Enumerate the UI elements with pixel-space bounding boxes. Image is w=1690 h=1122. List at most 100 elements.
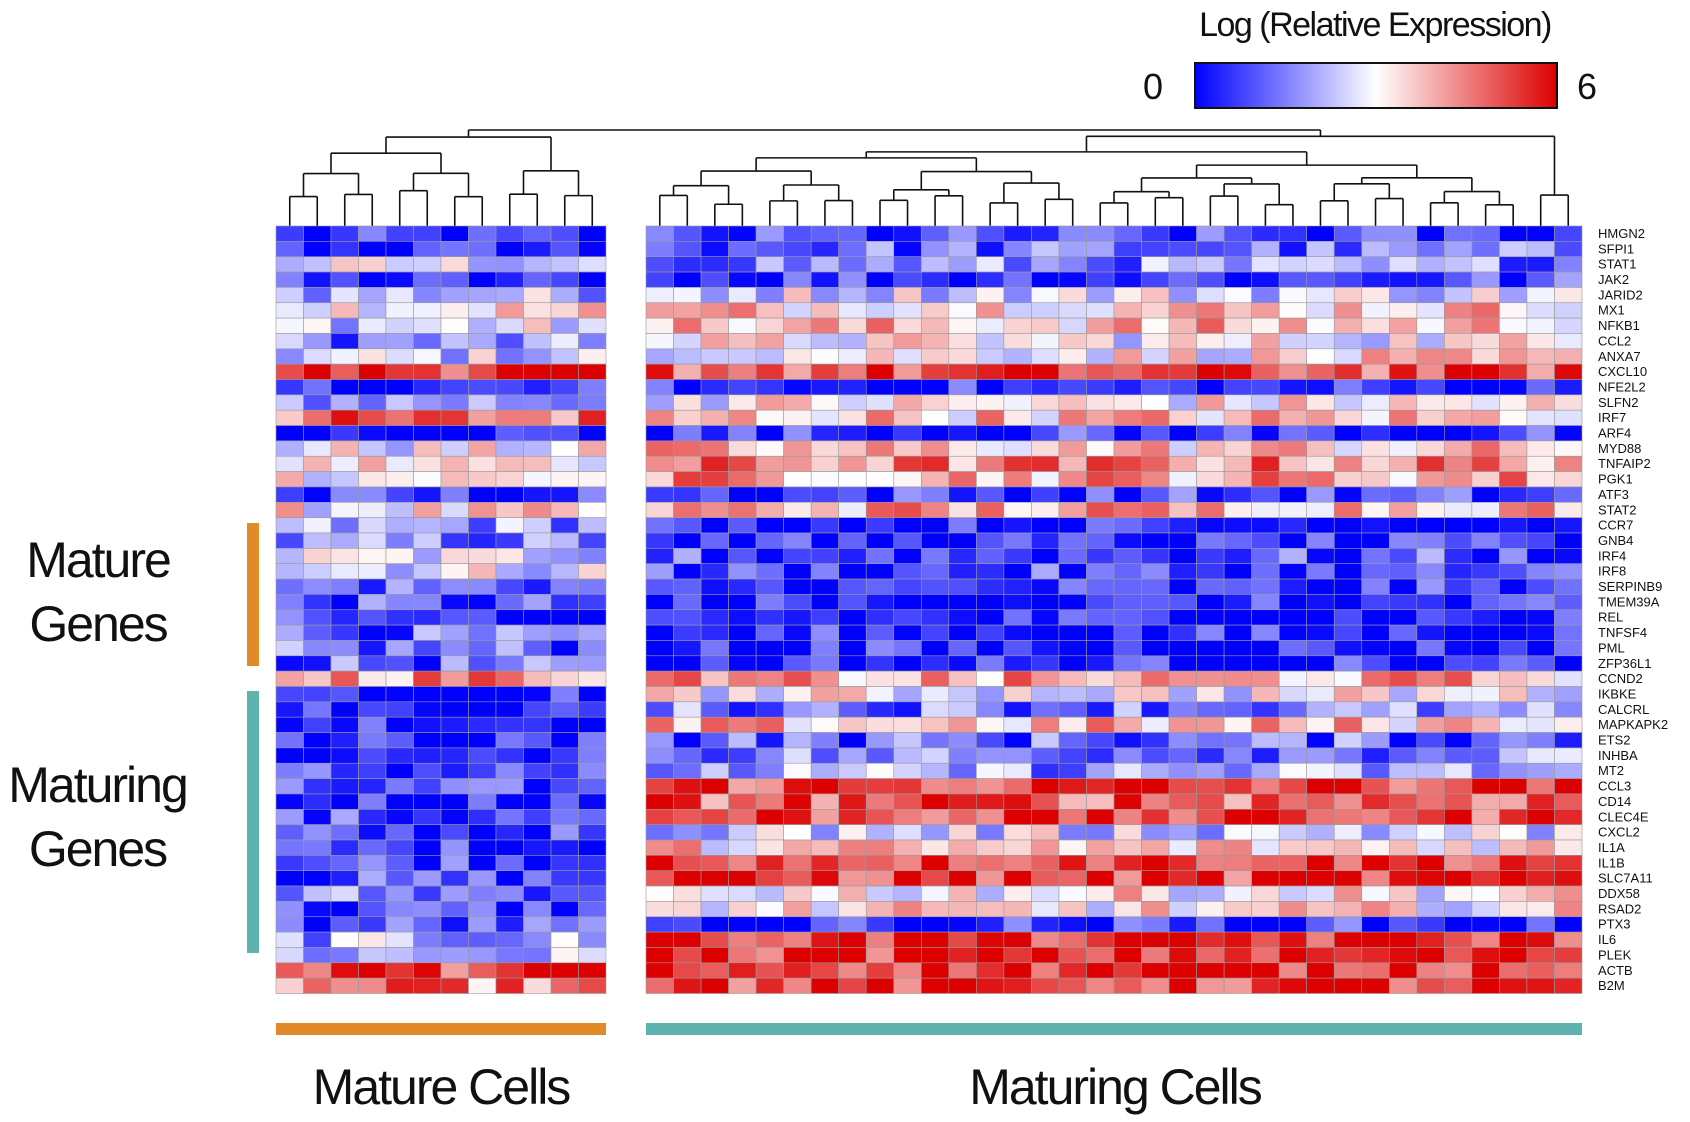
maturing-cell — [1003, 870, 1032, 887]
maturing-cell — [1499, 747, 1528, 764]
maturing-cell — [1141, 287, 1170, 304]
maturing-cell — [1223, 870, 1252, 887]
maturing-cell — [1251, 793, 1280, 810]
maturing-cell — [783, 640, 812, 657]
maturing-cell — [1003, 333, 1032, 350]
maturing-cell — [1444, 532, 1473, 549]
maturing-cell — [1388, 394, 1418, 411]
maturing-cell — [1554, 425, 1583, 442]
mature-cell — [495, 302, 524, 319]
maturing-cell — [1333, 363, 1363, 380]
maturing-cell — [1031, 839, 1060, 856]
mature-cell — [578, 747, 607, 764]
maturing-cell — [920, 348, 950, 365]
mature-cell — [413, 471, 442, 488]
maturing-cell — [948, 425, 977, 442]
maturing-cell — [920, 977, 950, 994]
maturing-cell — [1086, 348, 1115, 365]
maturing-cell — [1278, 501, 1308, 518]
maturing-cell — [783, 701, 812, 718]
maturing-cell — [755, 394, 784, 411]
maturing-cell — [728, 793, 757, 810]
maturing-cell — [1031, 732, 1060, 749]
maturing-cell — [1058, 931, 1087, 948]
mature-cell — [468, 317, 497, 334]
maturing-cell — [1113, 256, 1142, 273]
maturing-cell — [1416, 256, 1445, 273]
maturing-cell — [1306, 363, 1335, 380]
mature-cell — [275, 732, 304, 749]
maturing-cell — [1416, 732, 1445, 749]
maturing-cell — [1306, 670, 1335, 687]
maturing-cell — [810, 471, 840, 488]
maturing-cell — [1361, 732, 1390, 749]
maturing-cell — [1333, 670, 1363, 687]
maturing-cell — [1554, 317, 1583, 334]
mature-cell — [303, 348, 332, 365]
maturing-cell — [728, 947, 757, 964]
mature-cell — [385, 931, 414, 948]
maturing-cell — [893, 517, 922, 534]
maturing-cell — [1388, 916, 1418, 933]
maturing-cell — [1499, 578, 1528, 595]
mature-cell — [440, 317, 469, 334]
maturing-cell — [783, 440, 812, 457]
mature-cell — [495, 609, 524, 626]
maturing-cell — [1168, 379, 1197, 396]
mature-cell — [578, 425, 607, 442]
mature-cell — [385, 655, 414, 672]
maturing-cell — [1168, 501, 1197, 518]
maturing-cell — [810, 594, 840, 611]
maturing-cell — [1031, 455, 1060, 472]
maturing-cell — [1471, 808, 1500, 825]
maturing-cell — [1388, 517, 1418, 534]
maturing-cell — [810, 624, 840, 641]
mature-cell — [468, 363, 497, 380]
maturing-cell — [1031, 532, 1060, 549]
maturing-cell — [948, 732, 977, 749]
maturing-cell — [1058, 241, 1087, 258]
maturing-cell — [1031, 747, 1060, 764]
maturing-cell — [1361, 716, 1390, 733]
maturing-cell — [865, 962, 895, 979]
mature-cell — [578, 609, 607, 626]
maturing-cell — [673, 256, 702, 273]
maturing-cell — [1278, 962, 1308, 979]
mature-cell — [358, 885, 387, 902]
maturing-cell — [1141, 455, 1170, 472]
mature-cell — [523, 287, 552, 304]
maturing-cell — [1031, 901, 1060, 918]
mature-cell — [413, 394, 442, 411]
maturing-cell — [893, 870, 922, 887]
mature-cell — [330, 333, 359, 350]
maturing-cell — [1499, 440, 1528, 457]
maturing-cell — [783, 901, 812, 918]
maturing-cell — [838, 333, 867, 350]
maturing-cell — [1086, 931, 1115, 948]
maturing-cell — [1223, 962, 1252, 979]
mature-cell — [495, 870, 524, 887]
maturing-cell — [1141, 762, 1170, 779]
maturing-cell — [810, 302, 840, 319]
maturing-cell — [1333, 732, 1363, 749]
maturing-cell — [1444, 947, 1473, 964]
mature-cell — [468, 548, 497, 564]
maturing-cell — [1031, 256, 1060, 273]
maturing-cell — [893, 732, 922, 749]
maturing-cell — [700, 686, 729, 703]
maturing-cell — [673, 762, 702, 779]
maturing-cell — [1526, 594, 1555, 611]
mature-genes-bracket — [247, 523, 259, 666]
maturing-cell — [1388, 808, 1418, 825]
mature-cell — [275, 578, 304, 595]
maturing-cell — [920, 609, 950, 626]
mature-cell — [330, 409, 359, 426]
maturing-cell — [838, 455, 867, 472]
maturing-cell — [1141, 471, 1170, 488]
maturing-cell — [1196, 609, 1225, 626]
maturing-cell — [1526, 962, 1555, 979]
maturing-cell — [645, 578, 674, 595]
maturing-cell — [976, 901, 1005, 918]
maturing-cell — [1471, 532, 1500, 549]
maturing-cell — [1031, 931, 1060, 948]
